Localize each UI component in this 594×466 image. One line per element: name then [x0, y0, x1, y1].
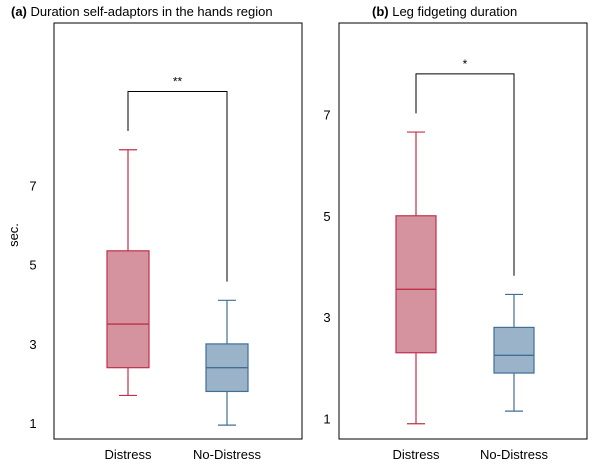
y-tick-label: 3 [323, 310, 330, 325]
chart-panel-a: (a) Duration self-adaptors in the hands … [6, 4, 303, 462]
y-axis-label: sec. [6, 223, 21, 247]
y-tick-label: 7 [29, 178, 36, 193]
y-tick-label: 5 [29, 258, 36, 273]
y-tick-label: 5 [323, 209, 330, 224]
significance-label: ** [173, 75, 183, 89]
significance-bracket [127, 91, 228, 282]
iqr-box [106, 250, 150, 369]
box-distress [395, 131, 437, 425]
y-tick-label: 7 [323, 107, 330, 122]
x-category-label: Distress [393, 447, 440, 462]
y-tick-label: 1 [323, 412, 330, 427]
chart-title: (a) Duration self-adaptors in the hands … [11, 4, 273, 19]
chart-title-text: Leg fidgeting duration [392, 4, 517, 19]
significance-bracket [415, 73, 515, 276]
chart-panel-b: (b) Leg fidgeting duration 1 3 5 7 Distress No… [323, 4, 588, 462]
chart-title-tag: (a) [11, 4, 31, 19]
x-category-label: No-Distress [193, 447, 261, 462]
box-no-distress [205, 299, 249, 426]
box-no-distress [493, 293, 535, 412]
plot-frame [53, 22, 303, 440]
x-category-label: Distress [105, 447, 152, 462]
chart-title: (b) Leg fidgeting duration [372, 4, 517, 19]
chart-title-tag: (b) [372, 4, 392, 19]
x-category-label: No-Distress [480, 447, 548, 462]
significance-label: * [463, 57, 468, 71]
y-tick-label: 3 [29, 337, 36, 352]
iqr-box [395, 215, 437, 354]
y-tick-label: 1 [29, 416, 36, 431]
box-distress [106, 149, 150, 397]
iqr-box [493, 326, 535, 374]
plot-frame [338, 22, 588, 440]
chart-title-text: Duration self-adaptors in the hands regi… [31, 4, 273, 19]
